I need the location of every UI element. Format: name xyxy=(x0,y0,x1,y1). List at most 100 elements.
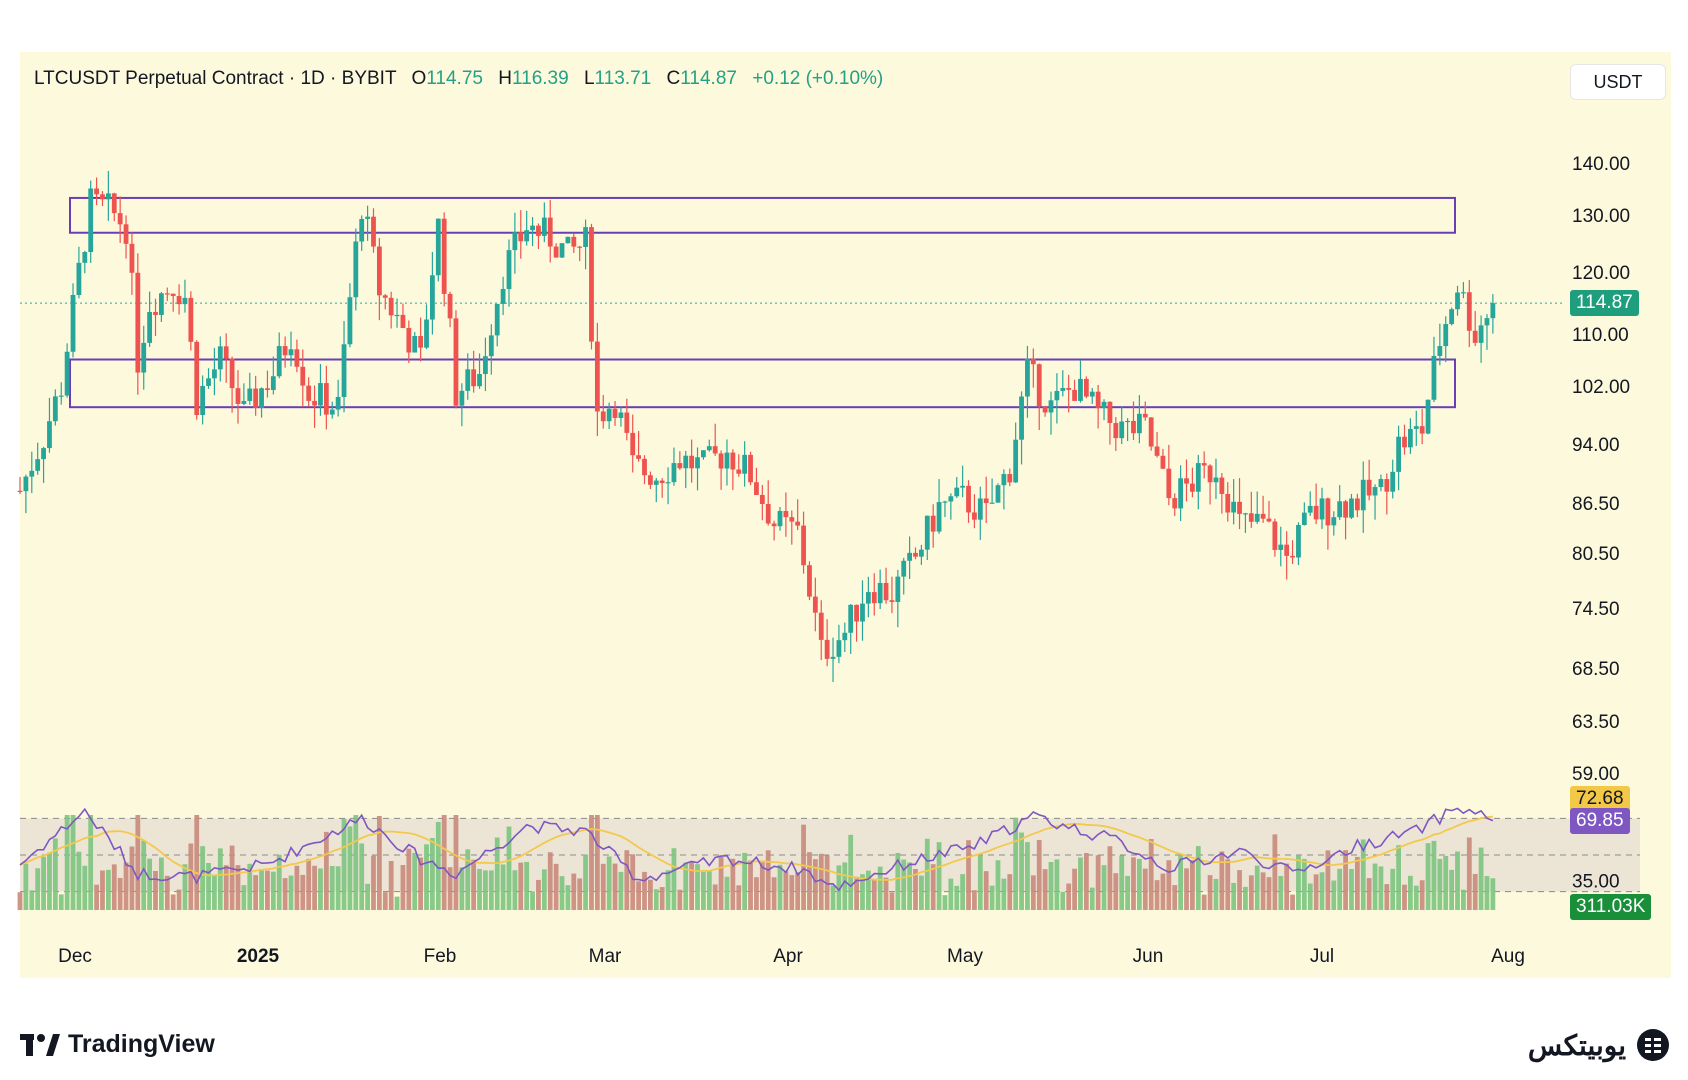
candle-body-216 xyxy=(1290,555,1295,558)
volume-bar-100 xyxy=(606,856,612,910)
volume-bar-63 xyxy=(388,860,394,910)
volume-bar-72 xyxy=(441,815,447,910)
ubitex-logo: یوبیتکس xyxy=(1528,1028,1670,1062)
volume-bar-225 xyxy=(1343,850,1348,910)
volume-bar-59 xyxy=(365,883,370,910)
volume-bar-107 xyxy=(647,879,653,910)
candle-body-47 xyxy=(294,349,300,367)
volume-bar-135 xyxy=(812,859,818,910)
candle-body-147 xyxy=(883,582,889,601)
volume-bar-211 xyxy=(1260,872,1266,910)
volume-bar-170 xyxy=(1019,832,1024,910)
open-value: 114.75 xyxy=(426,68,483,89)
volume-bar-111 xyxy=(671,848,677,910)
candle-body-213 xyxy=(1272,521,1278,550)
candle-body-80 xyxy=(488,335,494,357)
volume-bar-175 xyxy=(1048,862,1054,910)
candle-body-227 xyxy=(1354,498,1360,511)
candle-body-68 xyxy=(418,335,424,348)
candle-body-148 xyxy=(889,600,895,602)
volume-bar-205 xyxy=(1225,859,1231,910)
volume-bar-77 xyxy=(471,859,477,910)
candle-body-7 xyxy=(58,395,64,397)
exchange: BYBIT xyxy=(341,68,397,89)
volume-bar-27 xyxy=(176,889,182,910)
volume-bar-131 xyxy=(789,875,795,910)
candle-body-205 xyxy=(1225,493,1231,513)
volume-bar-157 xyxy=(942,895,948,910)
volume-bar-41 xyxy=(259,869,264,910)
candle-body-196 xyxy=(1172,498,1178,509)
volume-bar-192 xyxy=(1148,839,1154,910)
volume-bar-97 xyxy=(589,815,594,910)
volume-bar-123 xyxy=(742,852,748,910)
volume-bar-159 xyxy=(954,885,960,910)
currency-button[interactable]: USDT xyxy=(1570,64,1666,100)
volume-bar-171 xyxy=(1025,842,1030,910)
volume-bar-7 xyxy=(58,894,64,910)
candle-body-201 xyxy=(1201,463,1207,466)
candle-body-56 xyxy=(347,297,353,345)
volume-bar-47 xyxy=(294,865,300,910)
symbol-name[interactable]: LTCUSDT Perpetual Contract xyxy=(34,68,284,89)
candle-body-96 xyxy=(583,227,588,247)
volume-bar-57 xyxy=(353,815,359,910)
candle-body-78 xyxy=(477,373,482,387)
volume-bar-152 xyxy=(913,868,918,910)
candle-body-11 xyxy=(82,251,88,263)
volume-bar-3 xyxy=(35,868,41,910)
candle-body-85 xyxy=(518,232,524,242)
candle-body-116 xyxy=(701,450,706,458)
candle-body-21 xyxy=(141,342,147,373)
volume-bar-110 xyxy=(665,870,671,910)
candle-body-44 xyxy=(276,346,282,377)
candle-body-6 xyxy=(52,396,58,422)
volume-bar-207 xyxy=(1237,870,1242,910)
volume-bar-126 xyxy=(759,862,765,910)
volume-bar-185 xyxy=(1107,846,1113,910)
candle-body-26 xyxy=(170,293,176,297)
volume-bar-121 xyxy=(730,858,736,910)
volume-bar-150 xyxy=(901,859,907,910)
candle-body-104 xyxy=(630,432,636,456)
candle-body-175 xyxy=(1048,400,1054,413)
candle-body-155 xyxy=(930,515,936,532)
volume-bar-232 xyxy=(1384,884,1390,910)
volume-bar-73 xyxy=(447,867,453,910)
candle-body-24 xyxy=(158,293,164,315)
price-tick-9: 68.50 xyxy=(1572,659,1620,680)
volume-bar-143 xyxy=(860,874,865,910)
volume-bar-137 xyxy=(824,855,830,910)
candle-body-233 xyxy=(1390,471,1396,492)
candle-body-117 xyxy=(706,446,712,451)
volume-bar-44 xyxy=(276,854,282,910)
volume-bar-117 xyxy=(706,871,712,910)
candle-body-119 xyxy=(718,453,724,469)
candle-body-207 xyxy=(1237,501,1242,514)
volume-bar-122 xyxy=(736,885,742,910)
volume-bar-43 xyxy=(270,871,276,910)
volume-bar-116 xyxy=(701,871,706,910)
candle-body-178 xyxy=(1066,387,1072,390)
volume-badge: 311.03K xyxy=(1570,894,1652,920)
candle-body-65 xyxy=(400,314,406,329)
volume-bar-221 xyxy=(1319,872,1325,910)
volume-bar-162 xyxy=(972,890,977,910)
ubitex-text: یوبیتکس xyxy=(1527,1029,1626,1061)
volume-bar-26 xyxy=(170,894,176,910)
candle-body-183 xyxy=(1095,391,1101,409)
volume-bar-220 xyxy=(1313,874,1319,910)
volume-bar-238 xyxy=(1419,880,1425,910)
volume-bar-129 xyxy=(777,864,783,910)
candle-body-179 xyxy=(1072,389,1077,401)
interval[interactable]: 1D xyxy=(300,68,325,89)
volume-bar-160 xyxy=(960,874,966,910)
volume-bar-168 xyxy=(1007,874,1013,910)
volume-bar-64 xyxy=(394,896,400,910)
candle-body-212 xyxy=(1266,518,1272,522)
volume-bar-233 xyxy=(1390,868,1396,910)
volume-bar-101 xyxy=(612,863,618,910)
volume-bar-184 xyxy=(1101,865,1107,910)
volume-bar-209 xyxy=(1248,875,1254,910)
candle-body-204 xyxy=(1219,477,1225,494)
